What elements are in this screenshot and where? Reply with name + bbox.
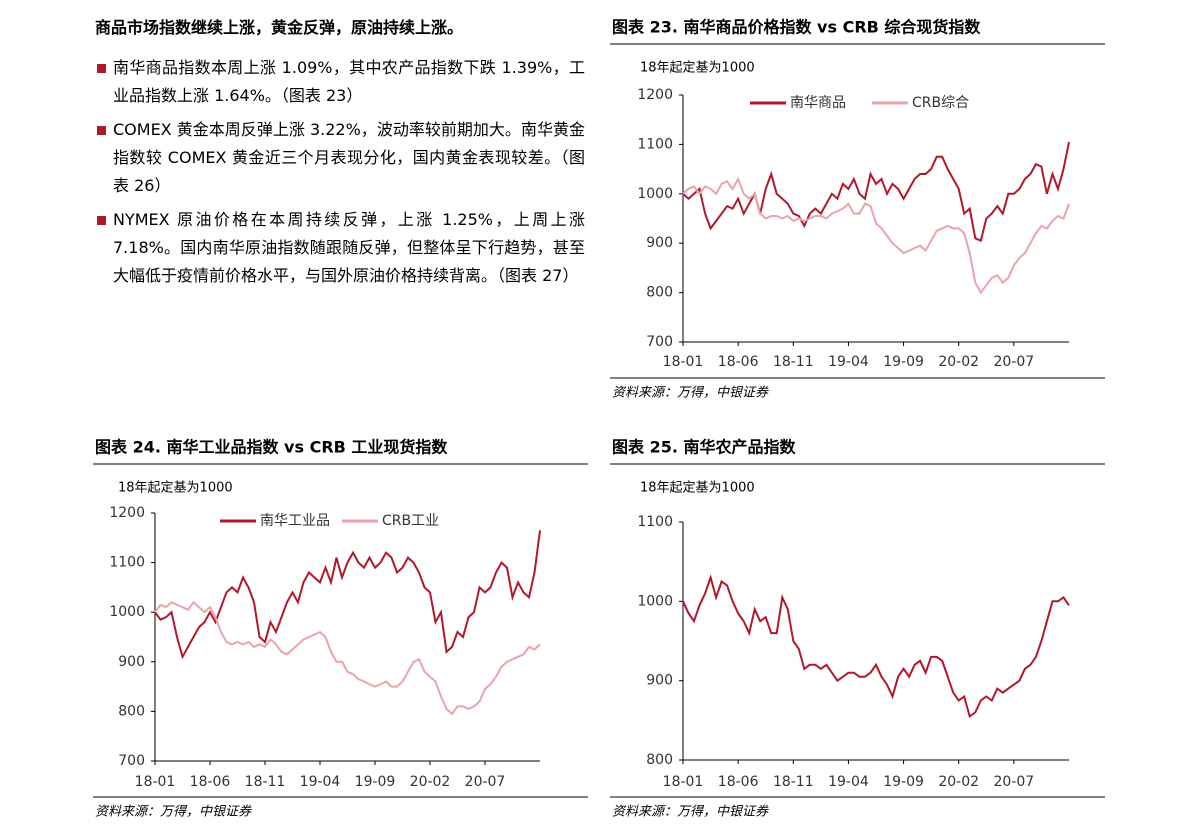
x-tick-label: 19-04 (828, 774, 869, 790)
series-line (154, 600, 541, 716)
y-tick-label: 800 (118, 703, 145, 719)
source-note: 资料来源：万得，中银证券 (612, 386, 769, 401)
y-tick-label: 900 (646, 235, 673, 251)
bullet: 南华商品指数本周上涨 1.09%，其中农产品指数下跌 1.39%，工业品指数上涨… (95, 54, 585, 110)
x-tick-label: 20-07 (465, 774, 506, 790)
legend-label: CRB综合 (912, 95, 969, 111)
source-note: 资料来源：万得，中银证券 (612, 805, 769, 820)
x-tick-label: 19-04 (300, 774, 341, 790)
bullet-text: COMEX 黄金本周反弹上涨 3.22%，波动率较前期加大。南华黄金指数较 CO… (113, 120, 585, 195)
chart-title: 图表 24. 南华工业品指数 vs CRB 工业现货指数 (95, 438, 448, 457)
x-tick-label: 19-09 (883, 774, 924, 790)
chart-subtitle: 18年起定基为1000 (640, 61, 755, 76)
y-tick-label: 1000 (109, 604, 145, 620)
y-tick-label: 900 (118, 654, 145, 670)
legend-label: CRB工业 (382, 513, 439, 529)
chart-title: 图表 23. 南华商品价格指数 vs CRB 综合现货指数 (612, 18, 981, 37)
x-tick-label: 19-04 (828, 354, 869, 370)
bullet: COMEX 黄金本周反弹上涨 3.22%，波动率较前期加大。南华黄金指数较 CO… (95, 116, 585, 200)
y-tick-label: 1100 (637, 136, 673, 152)
x-tick-label: 19-09 (883, 354, 924, 370)
x-tick-label: 18-06 (718, 774, 759, 790)
x-tick-label: 20-07 (994, 354, 1035, 370)
series-line (682, 141, 1070, 243)
y-tick-label: 700 (118, 753, 145, 769)
x-tick-label: 20-02 (938, 354, 979, 370)
series-line (682, 176, 1070, 295)
x-tick-label: 18-11 (245, 774, 286, 790)
y-tick-label: 800 (646, 752, 673, 768)
legend-label: 南华工业品 (260, 513, 330, 529)
chart-title: 图表 25. 南华农产品指数 (612, 438, 796, 457)
y-tick-label: 1200 (637, 87, 673, 103)
y-tick-label: 800 (646, 285, 673, 301)
bullet-text: NYMEX 原油价格在本周持续反弹，上涨 1.25%，上周上涨 7.18%。国内… (113, 210, 585, 285)
series-line (682, 574, 1070, 719)
chart-subtitle: 18年起定基为1000 (640, 481, 755, 496)
y-tick-label: 1200 (109, 505, 145, 521)
x-tick-label: 20-02 (410, 774, 451, 790)
x-tick-label: 18-01 (663, 774, 704, 790)
x-tick-label: 19-09 (355, 774, 396, 790)
y-tick-label: 700 (646, 334, 673, 350)
x-tick-label: 18-06 (190, 774, 231, 790)
x-tick-label: 18-11 (773, 774, 814, 790)
series-line (154, 530, 541, 660)
x-tick-label: 18-11 (773, 354, 814, 370)
x-tick-label: 18-01 (663, 354, 704, 370)
source-note: 资料来源：万得，中银证券 (95, 805, 252, 820)
chart-subtitle: 18年起定基为1000 (118, 481, 233, 496)
y-tick-label: 1100 (109, 555, 145, 571)
heading: 商品市场指数继续上涨，黄金反弹，原油持续上涨。 (95, 18, 464, 37)
text-block: 商品市场指数继续上涨，黄金反弹，原油持续上涨。 南华商品指数本周上涨 1.09%… (95, 14, 585, 296)
y-tick-label: 1000 (637, 593, 673, 609)
x-tick-label: 20-07 (994, 774, 1035, 790)
x-tick-label: 18-01 (135, 774, 176, 790)
y-tick-label: 1100 (637, 514, 673, 530)
x-tick-label: 18-06 (718, 354, 759, 370)
x-tick-label: 20-02 (938, 774, 979, 790)
bullet-text: 南华商品指数本周上涨 1.09%，其中农产品指数下跌 1.39%，工业品指数上涨… (113, 58, 585, 105)
bullet: NYMEX 原油价格在本周持续反弹，上涨 1.25%，上周上涨 7.18%。国内… (95, 206, 585, 290)
y-tick-label: 1000 (637, 186, 673, 202)
y-tick-label: 900 (646, 673, 673, 689)
legend-label: 南华商品 (790, 95, 846, 111)
